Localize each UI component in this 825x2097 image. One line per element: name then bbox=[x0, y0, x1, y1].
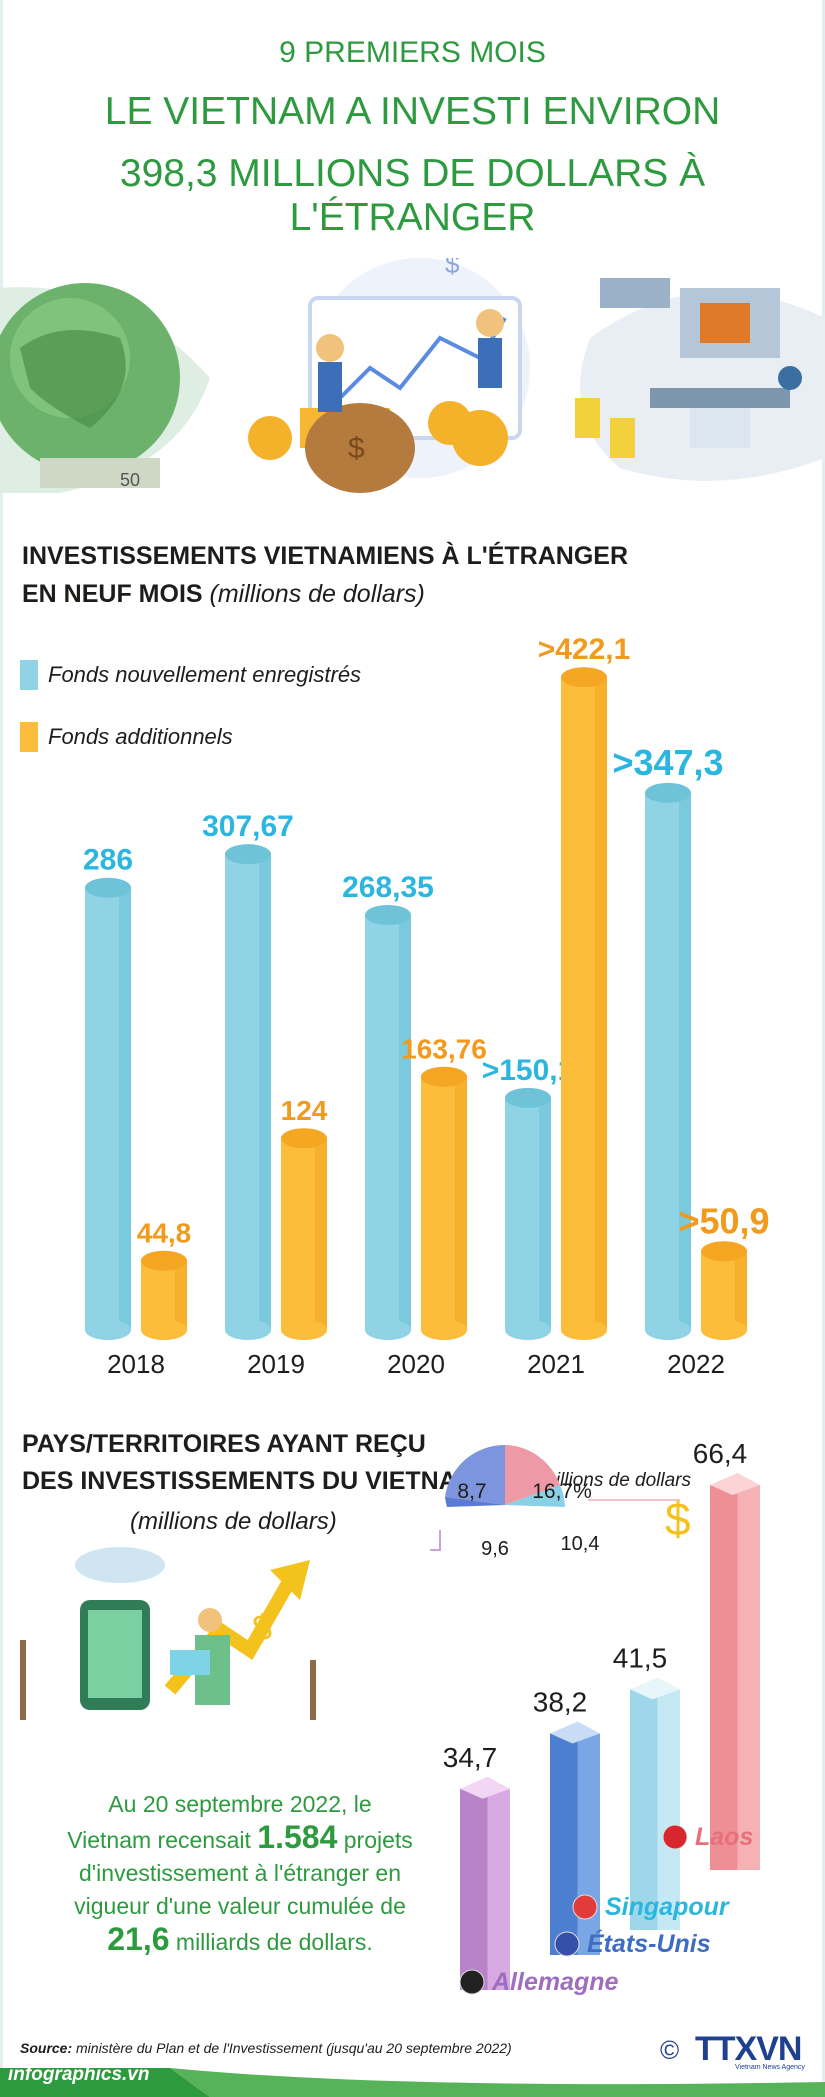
country-bar-Allemagne bbox=[460, 1776, 510, 1990]
pie-label-0: 8,7 bbox=[457, 1480, 486, 1503]
factory-icon bbox=[575, 278, 825, 481]
chart1-title-line-1: INVESTISSEMENTS VIETNAMIENS À L'ÉTRANGER bbox=[22, 542, 629, 570]
bar-new-2022 bbox=[645, 782, 691, 1340]
pie-label-1: 16,7% bbox=[532, 1480, 592, 1503]
chart1-svg: 286 44,8 2018 307,67 124 2019 268,35 163,76 2020… bbox=[83, 633, 770, 1379]
investor-scene-icon: $ $ bbox=[248, 258, 530, 493]
country-bar-Singapour bbox=[630, 1677, 680, 1930]
bar-label-new-2021: >150,1 bbox=[482, 1054, 575, 1087]
chart2-unit: (millions de dollars) bbox=[130, 1508, 337, 1535]
year-label-2021: 2021 bbox=[527, 1349, 585, 1379]
flag-icon-États-Unis bbox=[554, 1931, 580, 1957]
note-line-1: Au 20 septembre 2022, le bbox=[108, 1791, 372, 1817]
bar-add-2022 bbox=[701, 1241, 747, 1340]
svg-text:50: 50 bbox=[120, 470, 140, 490]
bar-label-new-2018: 286 bbox=[83, 844, 133, 877]
country-name-Allemagne: Allemagne bbox=[491, 1968, 619, 1996]
year-label-2018: 2018 bbox=[107, 1349, 165, 1379]
pie-slice-4 bbox=[445, 1497, 505, 1507]
bar-label-new-2022: >347,3 bbox=[612, 742, 723, 783]
dollar-coin-icon: $ bbox=[665, 1493, 691, 1545]
bar-label-add-2021: >422,1 bbox=[538, 633, 631, 666]
note-line-2: Vietnam recensait 1.584 projets bbox=[20, 1821, 460, 1857]
bar-add-2019 bbox=[281, 1128, 327, 1340]
pie-label-2: 9,6 bbox=[481, 1538, 509, 1560]
bar-label-new-2019: 307,67 bbox=[202, 810, 294, 843]
chart2-title-line-1: PAYS/TERRITOIRES AYANT REÇU bbox=[22, 1430, 426, 1458]
copyright-mark: © bbox=[660, 2035, 680, 2065]
summary-note: Au 20 septembre 2022, le Vietnam recensa… bbox=[20, 1788, 460, 1959]
agency-logo: TTXVN bbox=[695, 2030, 802, 2068]
handshake-illustration: $ bbox=[20, 1547, 316, 1720]
svg-text:$: $ bbox=[445, 258, 460, 279]
source-label: Source: bbox=[20, 2040, 73, 2056]
country-bar-États-Unis bbox=[550, 1721, 600, 1955]
chart1-title-text: EN NEUF MOIS bbox=[22, 580, 203, 608]
country-name-États-Unis: États-Unis bbox=[587, 1929, 711, 1958]
flag-icon-Allemagne bbox=[459, 1969, 485, 1995]
bar-add-2020 bbox=[421, 1066, 467, 1340]
year-label-2020: 2020 bbox=[387, 1349, 445, 1379]
globe-icon: 50 bbox=[0, 283, 210, 493]
country-value-Allemagne: 34,7 bbox=[443, 1742, 498, 1773]
country-name-Singapour: Singapour bbox=[605, 1893, 730, 1921]
chart1-unit: (millions de dollars) bbox=[209, 580, 425, 608]
chart2-unit-right: millions de dollars bbox=[540, 1470, 692, 1491]
note-projects-count: 1.584 bbox=[257, 1819, 338, 1855]
bar-add-2021 bbox=[561, 667, 607, 1340]
hero-illustrations: 50 $ $ bbox=[0, 258, 825, 493]
pie-label-3: 10,4 bbox=[561, 1533, 600, 1555]
year-label-2019: 2019 bbox=[247, 1349, 305, 1379]
connector-line bbox=[430, 1530, 441, 1551]
bar-label-add-2022: >50,9 bbox=[678, 1200, 769, 1241]
bar-label-new-2020: 268,35 bbox=[342, 871, 434, 904]
country-value-États-Unis: 38,2 bbox=[533, 1687, 588, 1718]
flag-icon-Singapour bbox=[572, 1894, 598, 1920]
note-line-4: vigueur d'une valeur cumulée de bbox=[74, 1893, 406, 1919]
note-line-2a: Vietnam recensait bbox=[67, 1827, 258, 1853]
pie-slice-3 bbox=[505, 1485, 565, 1507]
bar-add-2018 bbox=[141, 1250, 187, 1340]
flag-icon-Laos bbox=[662, 1824, 688, 1850]
bar-label-add-2020: 163,76 bbox=[401, 1034, 487, 1065]
chart1-title-line-2: EN NEUF MOIS (millions de dollars) bbox=[22, 580, 425, 609]
country-value-Singapour: 41,5 bbox=[613, 1642, 668, 1673]
chart2-title-line-2: DES INVESTISSEMENTS DU VIETNAM bbox=[22, 1467, 478, 1495]
legend-swatch-add bbox=[20, 722, 38, 752]
footer-band bbox=[0, 2068, 825, 2097]
bar-new-2019 bbox=[225, 844, 271, 1340]
country-name-Laos: Laos bbox=[695, 1823, 753, 1851]
site-link[interactable]: infographics.vn bbox=[8, 2064, 150, 2085]
bar-new-2021 bbox=[505, 1087, 551, 1340]
country-value-Laos: 66,4 bbox=[693, 1438, 748, 1469]
bar-label-add-2018: 44,8 bbox=[137, 1218, 192, 1249]
legend-label-add: Fonds additionnels bbox=[48, 724, 233, 749]
source-line: Source: ministère du Plan et de l'Invest… bbox=[20, 2040, 512, 2056]
bar-label-add-2019: 124 bbox=[281, 1095, 328, 1126]
note-line-5: 21,6 milliards de dollars. bbox=[20, 1923, 460, 1959]
legend-label-new: Fonds nouvellement enregistrés bbox=[48, 662, 362, 687]
legend-swatch-new bbox=[20, 660, 38, 690]
svg-text:$: $ bbox=[348, 432, 365, 465]
chart2-svg: 34,7 38,2 41,5 66,4 Allemagne États-Unis Singa… bbox=[430, 1438, 760, 1996]
money-note-icon bbox=[170, 1650, 210, 1675]
source-text: ministère du Plan et de l'Investissement… bbox=[72, 2040, 512, 2056]
country-bar-Laos bbox=[710, 1473, 760, 1870]
bar-new-2020 bbox=[365, 904, 411, 1340]
header-line-3: 398,3 MILLIONS DE DOLLARS À L'ÉTRANGER bbox=[119, 152, 706, 239]
bar-new-2018 bbox=[85, 877, 131, 1340]
note-line-2b: projets bbox=[337, 1827, 413, 1853]
dollar-icon: $ bbox=[252, 1607, 272, 1648]
cloud-icon bbox=[75, 1547, 165, 1583]
note-line-5b: milliards de dollars. bbox=[169, 1929, 373, 1955]
year-label-2022: 2022 bbox=[667, 1349, 725, 1379]
note-line-3: d'investissement à l'étranger en bbox=[78, 1860, 401, 1886]
header-line-2: LE VIETNAM A INVESTI ENVIRON bbox=[104, 90, 721, 133]
agency-subtitle: Vietnam News Agency bbox=[735, 2064, 805, 2071]
note-total-value: 21,6 bbox=[107, 1921, 170, 1957]
pie-slice-1 bbox=[445, 1444, 505, 1505]
header-line-1: 9 PREMIERS MOIS bbox=[279, 36, 546, 69]
